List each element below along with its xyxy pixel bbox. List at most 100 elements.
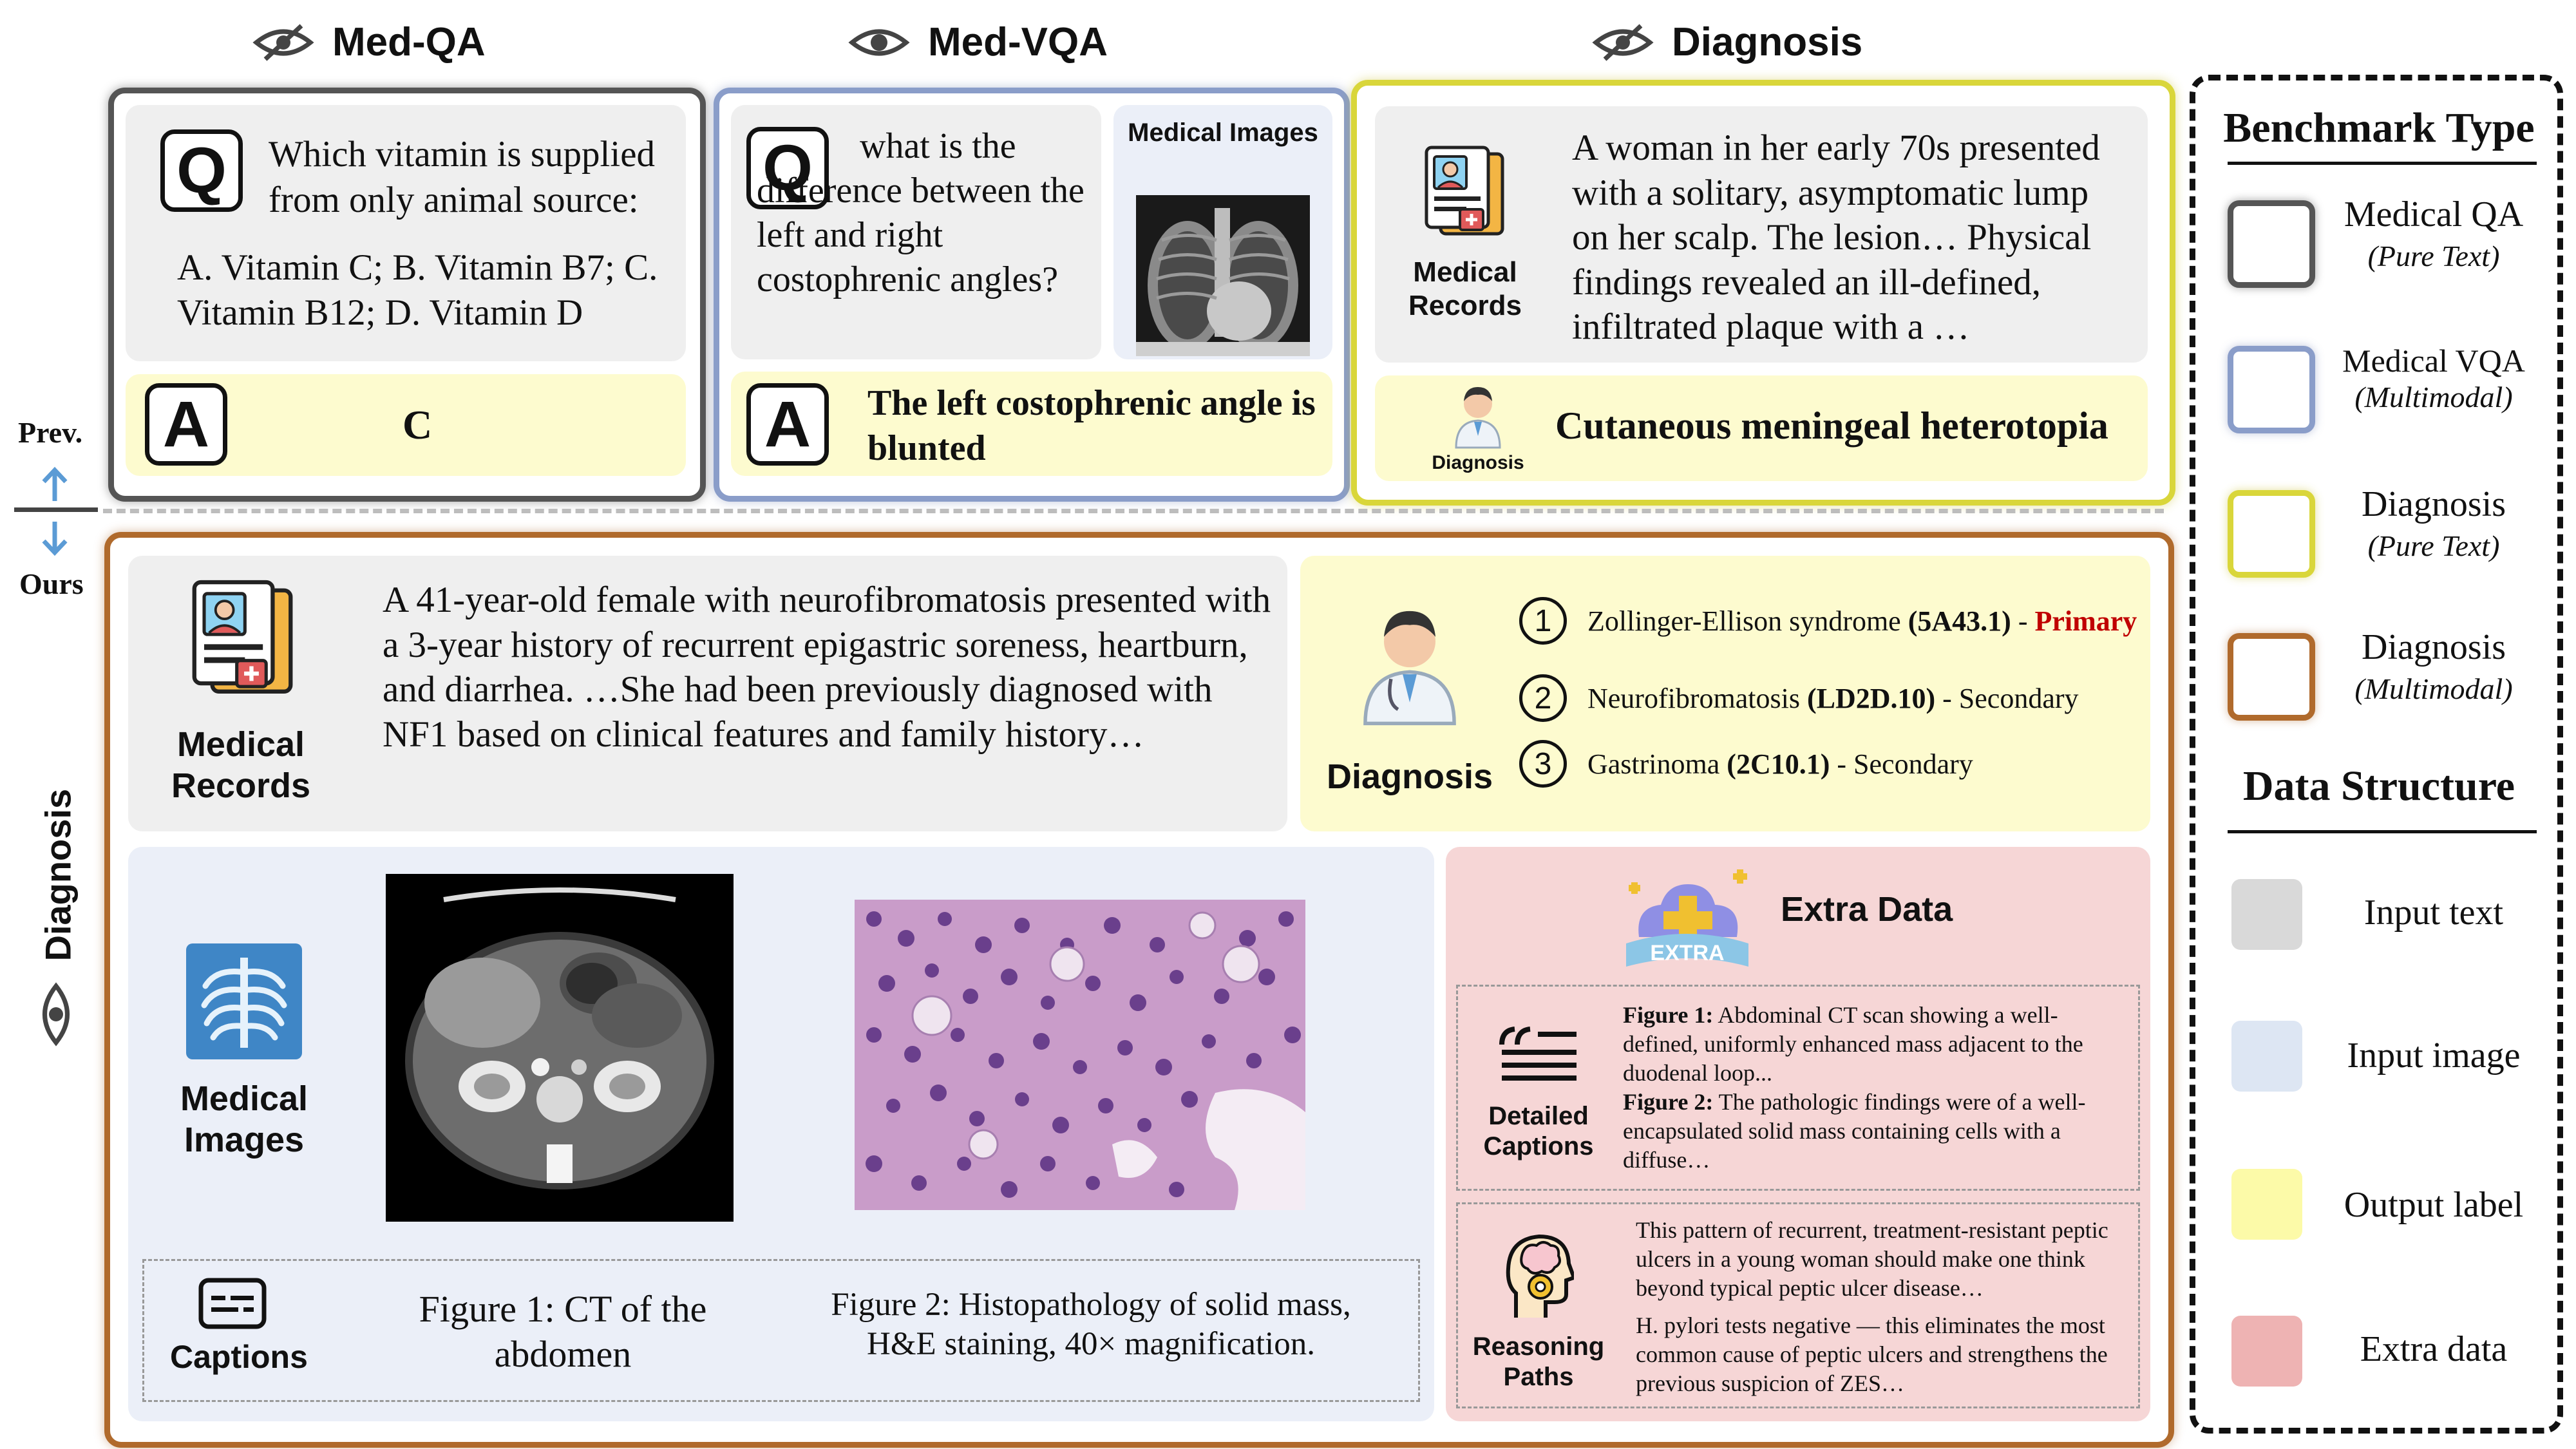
legend-input-text: Input text — [2363, 893, 2504, 933]
reasoning-text-1: This pattern of recurrent, treatment-res… — [1636, 1217, 2108, 1301]
ours-images-label: Medical Images — [180, 1079, 308, 1159]
legend-item-diagnosis-text: Diagnosis (Pure Text) — [2324, 484, 2543, 564]
detailed-caption-2-label: Figure 2: — [1623, 1089, 1714, 1115]
captions-row: Captions Figure 1: CT of the abdomen Fig… — [142, 1259, 1420, 1402]
medvqa-images-label: Medical Images — [1128, 118, 1318, 147]
detailed-caption-1-label: Figure 1: — [1623, 1002, 1714, 1028]
caption-1: Figure 1: CT of the abdomen — [419, 1288, 707, 1375]
legend-item-medvqa: Medical VQA (Multimodal) — [2324, 343, 2543, 414]
medvqa-question: what is the difference between the left … — [757, 126, 1084, 299]
detailed-caption-1: Figure 1: Abdominal CT scan showing a we… — [1623, 1001, 2125, 1088]
ours-diagnosis-box: Diagnosis 1 Zollinger-Ellison syndrome (… — [1300, 556, 2150, 831]
ours-panel: Medical Records A 41-year-old female wit… — [104, 532, 2174, 1448]
diagnosis-item: 3 Gastrinoma (2C10.1) - Secondary — [1519, 740, 2137, 791]
medvqa-question-box: Q what is the difference between the lef… — [731, 105, 1101, 359]
legend-item-name: Diagnosis — [2362, 627, 2506, 667]
arrow-down-icon — [42, 522, 68, 556]
detailed-captions-row: Detailed Captions Figure 1: Abdominal CT… — [1456, 985, 2140, 1191]
medvqa-panel: Q what is the difference between the lef… — [714, 88, 1350, 502]
legend-panel: Benchmark Type Medical QA (Pure Text) Med… — [2190, 75, 2563, 1434]
medvqa-image-box: Medical Images — [1113, 105, 1332, 359]
medqa-question: Which vitamin is supplied from only anim… — [269, 134, 656, 220]
legend-swatch-input-text — [2231, 879, 2302, 950]
diagnosis-sep: - — [1830, 748, 1854, 780]
detailed-caption-2: Figure 2: The pathologic findings were o… — [1623, 1088, 2125, 1175]
detailed-captions-label: Detailed Captions — [1483, 1102, 1594, 1161]
doctor-icon — [1363, 611, 1456, 726]
captions-icon — [198, 1278, 267, 1329]
medqa-options: A. Vitamin C; B. Vitamin B7; C. Vitamin … — [177, 247, 658, 333]
medqa-answer: C — [402, 402, 433, 448]
legend-item-sub: (Pure Text) — [2367, 529, 2500, 562]
extra-data-icon: EXTRA — [1626, 869, 1748, 967]
prev-diagnosis-panel: Medical Records A woman in her early 70s… — [1351, 80, 2175, 506]
prev-diagnosis-record-box: Medical Records A woman in her early 70s… — [1375, 106, 2148, 363]
ours-vertical-label: Diagnosis — [37, 788, 79, 961]
legend-item-sub: (Multimodal) — [2354, 672, 2513, 705]
ct-scan-image — [386, 874, 734, 1222]
header-medqa-text: Med-QA — [332, 20, 486, 64]
legend-item-sub: (Multimodal) — [2354, 381, 2513, 413]
legend-swatch-diagnosis-multimodal — [2228, 633, 2315, 721]
header-diagnosis-text: Diagnosis — [1672, 20, 1863, 64]
diagnosis-number: 2 — [1519, 674, 1567, 722]
diagnosis-code: (LD2D.10) — [1806, 683, 1936, 714]
medqa-answer-box: A C — [126, 374, 686, 476]
diagnosis-role: Secondary — [1853, 748, 1973, 780]
medical-records-icon — [1425, 146, 1504, 236]
diagnosis-name: Gastrinoma — [1587, 748, 1727, 780]
header-medvqa-text: Med-VQA — [928, 20, 1108, 64]
legend-structure-underline — [2228, 830, 2537, 833]
ours-record-box: Medical Records A 41-year-old female wit… — [128, 556, 1287, 831]
quote-lines-icon — [1499, 1027, 1577, 1081]
eye-off-icon — [1592, 23, 1654, 61]
dashed-separator — [103, 509, 2164, 513]
caption-2: Figure 2: Histopathology of solid mass, … — [831, 1287, 1351, 1363]
extra-badge-text: EXTRA — [1650, 941, 1724, 965]
eye-icon — [848, 29, 910, 55]
prev-ours-divider — [14, 507, 98, 512]
legend-benchmark-title: Benchmark Type — [2223, 104, 2535, 151]
reasoning-brain-icon — [1506, 1234, 1574, 1318]
question-q-icon: Q — [160, 129, 243, 212]
diagnosis-name: Neurofibromatosis — [1587, 683, 1807, 714]
legend-item-name: Medical QA — [2344, 194, 2524, 234]
medvqa-answer: The left costophrenic angle is blunted — [867, 383, 1316, 468]
prev-diagnosis-answer-box: Diagnosis Cutaneous meningeal heterotopi… — [1375, 375, 2148, 481]
diagnosis-role: Primary — [2034, 605, 2137, 637]
diagnosis-number: 1 — [1519, 597, 1567, 645]
eye-icon — [43, 982, 70, 1046]
legend-swatch-medqa — [2228, 200, 2315, 288]
medqa-panel: Q Which vitamin is supplied from only an… — [108, 88, 706, 502]
prev-records-label: Medical Records — [1408, 256, 1522, 321]
prev-label: Prev. — [18, 416, 83, 449]
diagnosis-sep: - — [1935, 683, 1959, 714]
diagnosis-sep: - — [2011, 605, 2035, 637]
answer-a-icon: A — [145, 383, 227, 466]
diagnosis-text: Neurofibromatosis (LD2D.10) - Secondary — [1587, 682, 2079, 715]
prev-diagnosis-answer: Cutaneous meningeal heterotopia — [1555, 404, 2108, 447]
header-medqa: Med-QA — [251, 19, 486, 65]
medvqa-answer-box: A The left costophrenic angle is blunted — [731, 372, 1332, 476]
doctor-icon — [1455, 387, 1501, 449]
diagnosis-name: Zollinger-Ellison syndrome — [1587, 605, 1908, 637]
ours-records-label: Medical Records — [171, 725, 311, 805]
diagnosis-item: 1 Zollinger-Ellison syndrome (5A43.1) - … — [1519, 597, 2137, 649]
extra-data-box: EXTRA Extra Data Detailed Captions Figur… — [1446, 847, 2150, 1421]
diagnosis-item: 2 Neurofibromatosis (LD2D.10) - Secondar… — [1519, 674, 2137, 726]
legend-item-name: Medical VQA — [2342, 343, 2525, 379]
question-q-icon: Q — [746, 127, 829, 209]
detailed-captions-text: Figure 1: Abdominal CT scan showing a we… — [1623, 1001, 2125, 1175]
diagnosis-text: Zollinger-Ellison syndrome (5A43.1) - Pr… — [1587, 605, 2137, 638]
detailed-caption-1-body: Abdominal CT scan showing a well-defined… — [1623, 1002, 2083, 1086]
diagnosis-number: 3 — [1519, 740, 1567, 788]
legend-swatch-extra-data — [2231, 1316, 2302, 1387]
chest-xray-image — [1136, 195, 1310, 356]
legend-item-medqa: Medical QA (Pure Text) — [2324, 194, 2543, 274]
header-diagnosis: Diagnosis — [1591, 19, 1862, 65]
xray-icon — [186, 943, 302, 1059]
diagnosis-role: Secondary — [1958, 683, 2079, 714]
diagnosis-code: (5A43.1) — [1908, 605, 2011, 637]
legend-item-name: Diagnosis — [2362, 484, 2506, 524]
diagnosis-text: Gastrinoma (2C10.1) - Secondary — [1587, 748, 1973, 781]
